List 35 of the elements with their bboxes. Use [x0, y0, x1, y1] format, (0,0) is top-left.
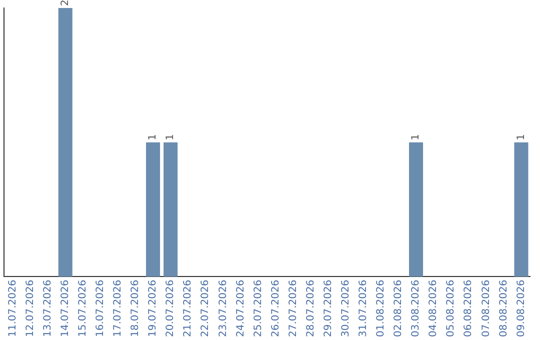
x-tick-label: 07.08.2026 — [480, 280, 492, 338]
x-tick-label: 05.08.2026 — [446, 280, 457, 338]
x-tick-label: 15.07.2026 — [77, 280, 88, 338]
x-tick-label: 18.07.2026 — [130, 280, 142, 338]
x-tick-label: 24.07.2026 — [235, 280, 246, 338]
x-tick-label: 20.07.2026 — [165, 280, 176, 338]
x-tick-label: 09.08.2026 — [516, 280, 527, 338]
data-label: 1 — [516, 134, 527, 140]
x-tick-label: 21.07.2026 — [182, 280, 194, 338]
x-tick-label: 02.08.2026 — [393, 280, 404, 338]
x-tick-label: 26.07.2026 — [270, 280, 282, 338]
x-tick-label: 28.07.2026 — [305, 280, 316, 338]
x-tick-label: 27.07.2026 — [288, 280, 299, 338]
x-tick-label: 13.07.2026 — [42, 280, 54, 338]
x-tick-label: 03.08.2026 — [410, 280, 422, 338]
data-label: 1 — [148, 134, 159, 140]
x-tick-label: 30.07.2026 — [340, 280, 352, 338]
x-tick-label: 25.07.2026 — [252, 280, 264, 338]
x-tick-label: 31.07.2026 — [358, 280, 370, 338]
x-tick-label: 22.07.2026 — [200, 280, 212, 338]
x-tick-label: 12.07.2026 — [24, 280, 36, 338]
x-tick-label: 29.07.2026 — [322, 280, 334, 338]
x-tick-label: 14.07.2026 — [60, 280, 71, 338]
x-tick-label: 17.07.2026 — [112, 280, 124, 338]
data-label: 1 — [165, 134, 176, 140]
x-tick-label: 04.08.2026 — [428, 280, 440, 338]
x-tick-label: 19.07.2026 — [148, 280, 159, 338]
x-tick-label: 01.08.2026 — [376, 280, 387, 338]
data-label: 1 — [410, 134, 422, 140]
x-tick-label: 23.07.2026 — [218, 280, 229, 338]
data-label: 2 — [60, 0, 71, 6]
x-tick-label: 08.08.2026 — [498, 280, 510, 338]
x-tick-label: 11.07.2026 — [7, 280, 18, 338]
x-tick-label: 16.07.2026 — [95, 280, 106, 338]
x-tick-label: 06.08.2026 — [463, 280, 474, 338]
